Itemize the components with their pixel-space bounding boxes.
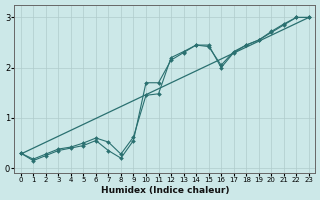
X-axis label: Humidex (Indice chaleur): Humidex (Indice chaleur): [100, 186, 229, 195]
